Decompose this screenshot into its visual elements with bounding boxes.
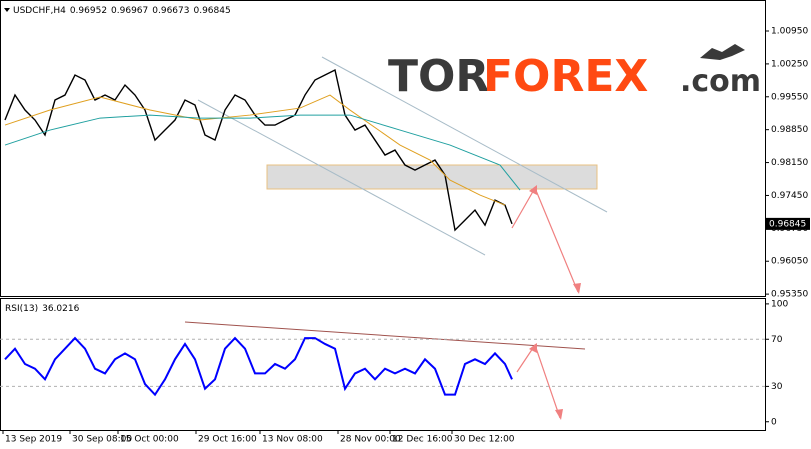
y-tick-label: 30 xyxy=(771,382,783,392)
channel-upper xyxy=(321,56,608,213)
x-tick-label: 13 Sep 2019 xyxy=(5,435,62,445)
close: 0.96845 xyxy=(193,6,230,16)
x-tick-label: 12 Dec 16:00 xyxy=(392,435,453,445)
y-tick-label: 0.96050 xyxy=(771,257,808,267)
watermark-forex: FOREX xyxy=(483,51,648,102)
x-tick-label: 30 Sep 08:00 xyxy=(72,435,132,445)
rsi-header: RSI(13) 36.0216 xyxy=(5,304,80,314)
channel-lower xyxy=(197,99,486,256)
x-tick-label: 28 Nov 00:00 xyxy=(340,435,401,445)
x-tick-label: 30 Dec 12:00 xyxy=(454,435,515,445)
price-frame xyxy=(0,0,766,297)
y-tick-label: 0.98150 xyxy=(771,158,808,168)
x-tick-label: 15 Oct 00:00 xyxy=(120,435,179,445)
header-text: USDCHF,H4 0.96952 0.96967 0.96673 0.96845 xyxy=(13,6,231,16)
series-line xyxy=(4,68,513,232)
y-tick-label: 0.97450 xyxy=(771,191,808,201)
rsi-trendline xyxy=(184,321,586,350)
y-tick-label: 0.99550 xyxy=(771,92,808,102)
rsi-frame xyxy=(0,298,766,431)
x-tick-label: 29 Oct 16:00 xyxy=(198,435,257,445)
high: 0.96967 xyxy=(111,6,148,16)
y-tick-label: 0.98850 xyxy=(771,125,808,135)
rsi-value: 36.0216 xyxy=(42,304,79,314)
rsi-name: RSI(13) xyxy=(5,304,38,314)
watermark-com: .com xyxy=(680,64,761,99)
y-tick-label: 0.95350 xyxy=(771,290,808,300)
rsi-arrow-heads xyxy=(529,343,563,420)
series-line xyxy=(4,336,513,397)
watermark: TOR FOREX .com xyxy=(388,44,761,102)
y-tick-label: 0 xyxy=(771,417,777,427)
x-tick-label: 13 Nov 08:00 xyxy=(262,435,323,445)
header: USDCHF,H4 0.96952 0.96967 0.96673 0.96845 RS… xyxy=(4,6,231,314)
y-tick-label: 100 xyxy=(771,299,788,309)
header-marker xyxy=(4,8,10,12)
resistance-zone xyxy=(266,164,598,190)
y-tick-label: 70 xyxy=(771,335,783,345)
y-tick-label: 1.00250 xyxy=(771,59,808,69)
price-label: 0.96845 xyxy=(769,219,806,229)
watermark-bull xyxy=(700,44,745,60)
series-line xyxy=(4,114,521,191)
symbol: USDCHF,H4 xyxy=(13,6,66,16)
open: 0.96952 xyxy=(70,6,107,16)
y-tick-label: 1.00950 xyxy=(771,27,808,37)
series-line xyxy=(4,94,506,206)
price-box xyxy=(766,217,810,230)
low: 0.96673 xyxy=(152,6,189,16)
watermark-tor: TOR xyxy=(388,51,489,102)
